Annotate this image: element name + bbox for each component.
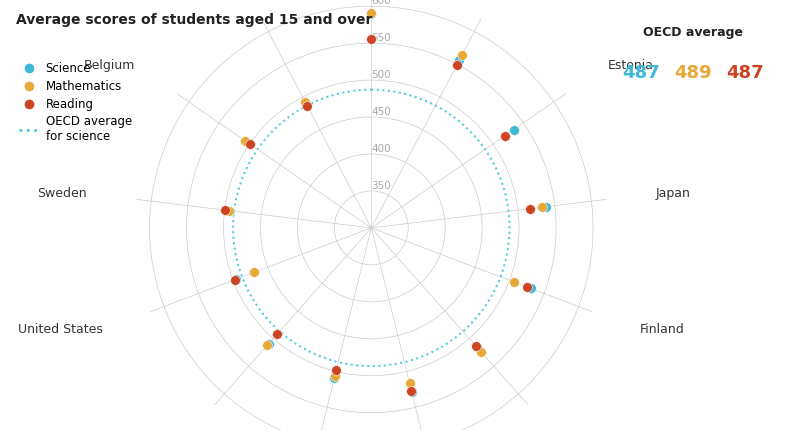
Text: Average scores of students aged 15 and over: Average scores of students aged 15 and o… (16, 13, 372, 27)
Text: OECD average: OECD average (643, 26, 743, 39)
Legend: Science, Mathematics, Reading, OECD average
for science: Science, Mathematics, Reading, OECD aver… (13, 58, 137, 148)
Text: 487: 487 (726, 64, 764, 82)
Text: Japan: Japan (656, 187, 690, 200)
Text: United States: United States (18, 323, 103, 336)
Text: 489: 489 (675, 64, 712, 82)
Text: 487: 487 (623, 64, 660, 82)
Text: Estonia: Estonia (608, 58, 653, 71)
Text: Finland: Finland (639, 323, 684, 336)
Text: Sweden: Sweden (37, 187, 87, 200)
Text: Belgium: Belgium (84, 58, 135, 71)
